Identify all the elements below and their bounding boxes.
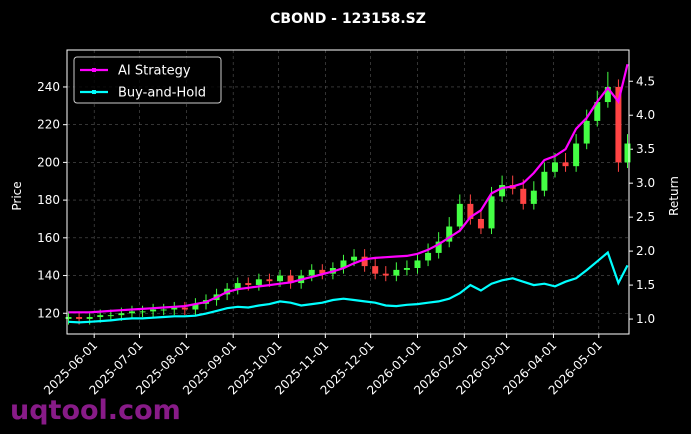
candle-body bbox=[573, 143, 580, 167]
candle-body bbox=[340, 260, 347, 268]
y-tick-label: 160 bbox=[37, 231, 60, 245]
chart-title: CBOND - 123158.SZ bbox=[270, 11, 426, 27]
candle-body bbox=[107, 315, 114, 317]
candle-body bbox=[65, 317, 72, 319]
candle-body bbox=[192, 303, 199, 310]
candle-body bbox=[86, 317, 93, 319]
candle-body bbox=[255, 279, 262, 285]
legend-marker bbox=[92, 68, 96, 72]
legend-marker bbox=[92, 90, 96, 94]
candle-body bbox=[361, 256, 368, 267]
candle-body bbox=[372, 266, 379, 274]
candle-body bbox=[319, 269, 326, 274]
candle-body bbox=[118, 313, 125, 316]
y-tick-label: 140 bbox=[37, 269, 60, 283]
series-line bbox=[68, 250, 629, 324]
candle-body bbox=[499, 185, 506, 197]
legend-label: AI Strategy bbox=[118, 64, 191, 79]
candle-body bbox=[425, 252, 432, 261]
candle-body bbox=[562, 162, 569, 167]
candle-body bbox=[541, 171, 548, 191]
candle-body bbox=[150, 309, 157, 312]
candle-body bbox=[604, 86, 611, 103]
candle-body bbox=[139, 311, 146, 313]
y-tick-label: 180 bbox=[37, 193, 60, 207]
candle-body bbox=[551, 162, 558, 172]
y-axis-label: Price bbox=[10, 181, 24, 210]
candle-body bbox=[456, 203, 463, 227]
legend-box bbox=[73, 56, 222, 104]
y2-tick-label: 3.5 bbox=[636, 142, 655, 156]
candle-body bbox=[308, 269, 315, 276]
candle-body bbox=[477, 218, 484, 229]
y2-tick-label: 4.0 bbox=[636, 108, 655, 122]
y2-tick-label: 2.5 bbox=[636, 210, 655, 224]
candle-body bbox=[414, 260, 421, 268]
y2-tick-label: 3.0 bbox=[636, 176, 655, 190]
y-tick-label: 240 bbox=[37, 80, 60, 94]
y-tick-label: 120 bbox=[37, 306, 60, 320]
candle-body bbox=[97, 315, 104, 318]
legend-label: Buy-and-Hold bbox=[118, 86, 206, 101]
candle-body bbox=[530, 190, 537, 204]
candle-body bbox=[234, 283, 241, 289]
candle-body bbox=[160, 309, 167, 311]
candle-body bbox=[583, 120, 590, 144]
y2-axis-label: Return bbox=[667, 176, 681, 216]
candle-body bbox=[76, 317, 83, 319]
y2-tick-label: 1.5 bbox=[636, 278, 655, 292]
y2-tick-label: 2.0 bbox=[636, 244, 655, 258]
candle-body bbox=[520, 188, 527, 204]
candle-body bbox=[382, 273, 389, 276]
candle-body bbox=[594, 102, 601, 121]
candle-body bbox=[615, 86, 622, 163]
y2-tick-label: 1.0 bbox=[636, 312, 655, 326]
candle-body bbox=[266, 279, 273, 282]
candle-body bbox=[287, 275, 294, 284]
plot-frame bbox=[66, 49, 630, 335]
candle-body bbox=[467, 203, 474, 219]
candle-body bbox=[435, 241, 442, 253]
candle-body bbox=[277, 275, 284, 282]
candle-body bbox=[181, 307, 188, 310]
y-tick-label: 220 bbox=[37, 118, 60, 132]
candle-body bbox=[171, 307, 178, 310]
watermark: uqtool.com bbox=[10, 395, 181, 426]
candle-body bbox=[393, 269, 400, 276]
series-line bbox=[68, 64, 629, 314]
candle-body bbox=[351, 256, 358, 261]
candle-body bbox=[624, 143, 631, 163]
candle-body bbox=[403, 267, 410, 270]
candle-body bbox=[488, 196, 495, 229]
legend: AI Strategy Buy-and-Hold bbox=[73, 56, 222, 104]
candle-body bbox=[245, 283, 252, 285]
y2-tick-label: 4.5 bbox=[636, 74, 655, 88]
candle-body bbox=[446, 226, 453, 242]
y-tick-label: 200 bbox=[37, 155, 60, 169]
candle-body bbox=[128, 311, 135, 314]
